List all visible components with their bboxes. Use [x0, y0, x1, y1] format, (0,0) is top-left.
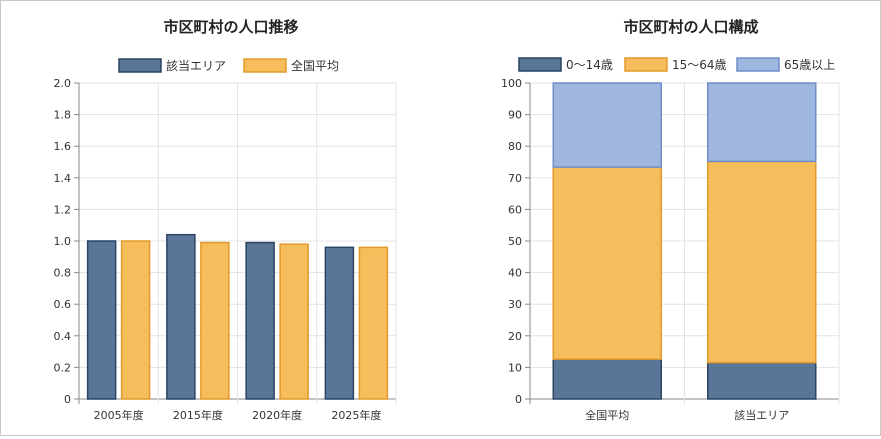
chart1-ytick-label: 0.8 [54, 267, 72, 280]
chart1-bar [324, 246, 355, 400]
chart1-ytick-label: 1.4 [54, 172, 72, 185]
chart1-xtick-label: 2025年度 [331, 408, 381, 422]
chart2-legend-swatch [518, 57, 562, 72]
chart2-ytick-label: 40 [508, 267, 522, 280]
chart1-ytick-label: 1.0 [54, 235, 72, 248]
chart2-ytick-label: 0 [515, 393, 522, 406]
chart2-bar-segment [707, 361, 817, 400]
chart1-ytick-label: 2.0 [54, 77, 72, 90]
chart1-xtick-label: 2005年度 [94, 408, 144, 422]
chart2-xtick-label: 該当エリア [734, 408, 789, 422]
chart2-bar-segment [707, 160, 817, 364]
chart1-legend-label: 該当エリア [166, 58, 226, 73]
chart1-bar [200, 241, 230, 400]
chart2-ytick-label: 30 [508, 298, 522, 311]
chart1-bar [86, 240, 117, 400]
chart1-ytick-label: 0.6 [54, 298, 72, 311]
chart1-ytick-label: 1.2 [54, 203, 72, 216]
chart2-ytick-label: 60 [508, 203, 522, 216]
chart2-bar-segment [552, 358, 662, 400]
chart2-ytick-label: 70 [508, 172, 522, 185]
chart2-legend-swatch [624, 57, 668, 72]
chart1-bar [120, 240, 151, 400]
chart2-ytick-label: 10 [508, 361, 522, 374]
chart1-ytick-label: 0.4 [54, 330, 72, 343]
chart2-ytick-label: 20 [508, 330, 522, 343]
chart2-legend-label: 0～14歳 [566, 58, 613, 72]
chart1-ytick-label: 0 [64, 393, 71, 406]
chart1-xtick-label: 2015年度 [173, 408, 223, 422]
chart1-legend-label: 全国平均 [291, 58, 339, 73]
chart2-ytick-label: 50 [508, 235, 522, 248]
chart1-xtick-label: 2020年度 [252, 408, 302, 422]
chart2-legend-label: 65歳以上 [784, 58, 835, 72]
chart1-bar [166, 233, 196, 400]
chart2-legend-swatch [736, 57, 780, 72]
chart2-bar-segment [552, 82, 662, 168]
chart1-legend-swatch [118, 58, 162, 73]
chart2-title: 市区町村の人口構成 [623, 18, 758, 36]
chart1-bar [245, 241, 275, 400]
chart1-bar [279, 243, 309, 400]
chart1-legend-swatch [243, 58, 287, 73]
chart1-ytick-label: 1.8 [54, 109, 72, 122]
chart2-ytick-label: 100 [501, 77, 522, 90]
chart2-bar-segment [707, 82, 817, 163]
chart2-xtick-label: 全国平均 [585, 408, 629, 422]
chart1-bar [358, 246, 389, 400]
chart2-bar-segment [552, 166, 662, 360]
chart1-ytick-label: 0.2 [54, 361, 72, 374]
chart2-ytick-label: 90 [508, 109, 522, 122]
chart1-title: 市区町村の人口推移 [163, 18, 298, 36]
chart2-ytick-label: 80 [508, 140, 522, 153]
chart2-legend-label: 15～64歳 [672, 58, 727, 72]
chart1-ytick-label: 1.6 [54, 140, 72, 153]
